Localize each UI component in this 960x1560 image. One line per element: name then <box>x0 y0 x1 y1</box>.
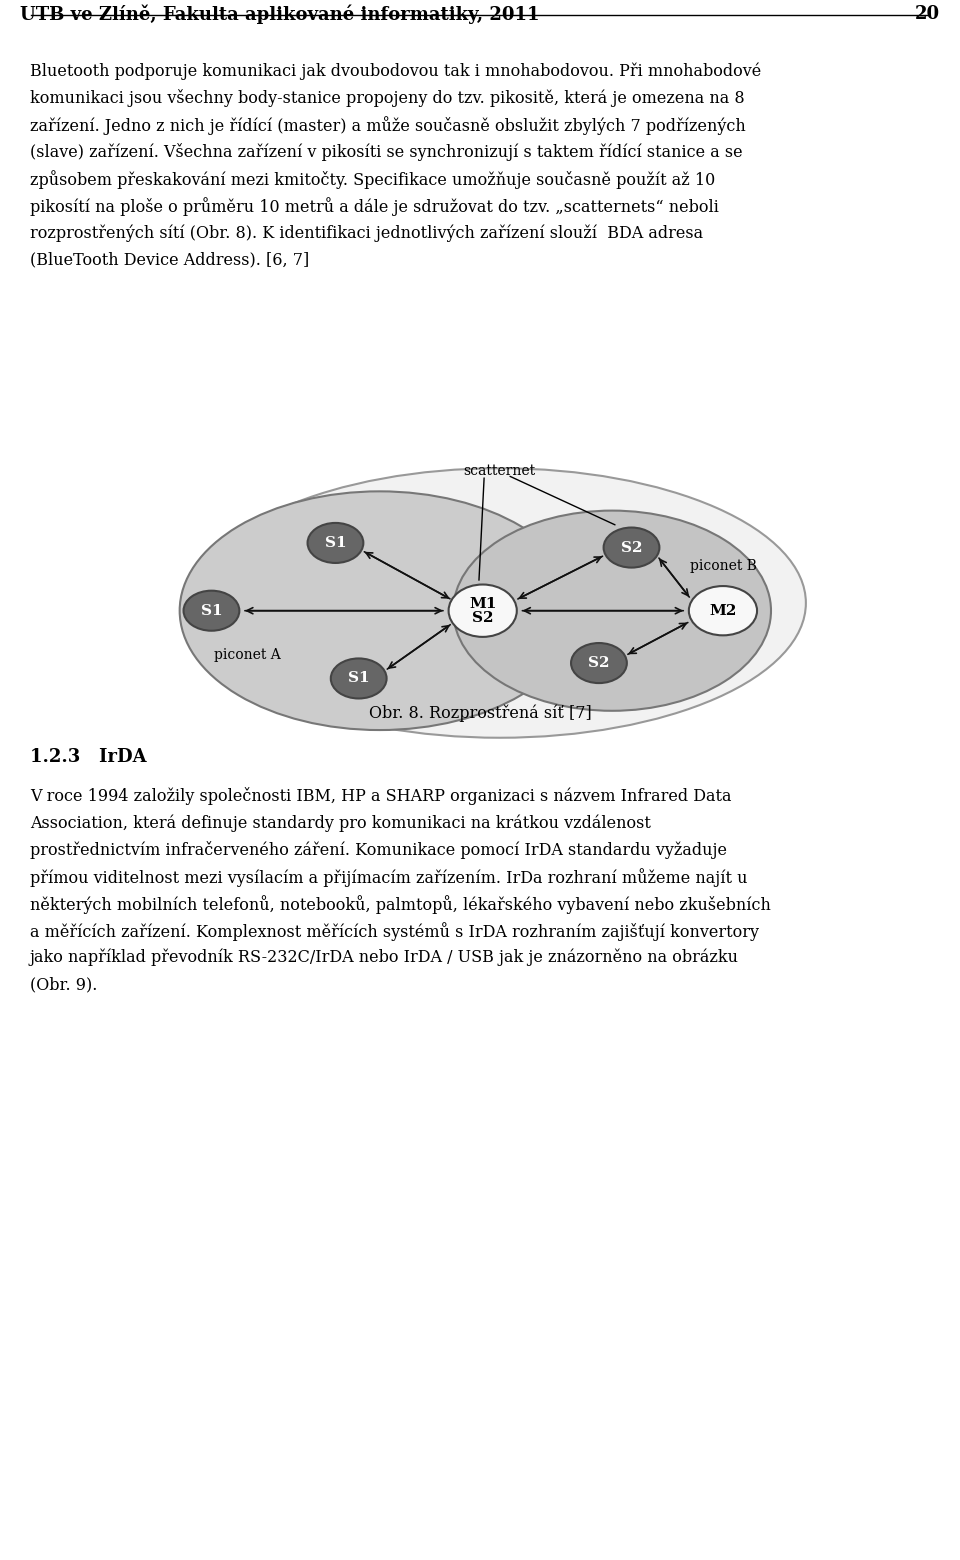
Text: UTB ve Zlíně, Fakulta aplikované informatiky, 2011: UTB ve Zlíně, Fakulta aplikované informa… <box>20 5 540 25</box>
Text: pikosítí na ploše o průměru 10 metrů a dále je sdružovat do tzv. „scatternets“ n: pikosítí na ploše o průměru 10 metrů a d… <box>30 197 719 215</box>
Ellipse shape <box>604 527 660 568</box>
Text: S2: S2 <box>621 541 642 554</box>
Text: scatternet: scatternet <box>464 463 536 477</box>
Text: S1: S1 <box>348 671 370 685</box>
Text: přímou viditelnost mezi vysílacím a přijímacím zařízením. IrDa rozhraní můžeme n: přímou viditelnost mezi vysílacím a přij… <box>30 867 748 888</box>
Text: S2: S2 <box>588 657 610 671</box>
Text: komunikaci jsou všechny body-stanice propojeny do tzv. pikositě, která je omezen: komunikaci jsou všechny body-stanice pro… <box>30 89 745 108</box>
Text: zařízení. Jedno z nich je řídící (master) a může současně obslužit zbylých 7 pod: zařízení. Jedno z nich je řídící (master… <box>30 115 746 134</box>
Text: (Obr. 9).: (Obr. 9). <box>30 977 97 994</box>
Text: 1.2.3   IrDA: 1.2.3 IrDA <box>30 747 147 766</box>
Text: S1: S1 <box>324 537 347 551</box>
Text: V roce 1994 založily společnosti IBM, HP a SHARP organizaci s názvem Infrared Da: V roce 1994 založily společnosti IBM, HP… <box>30 786 732 805</box>
Text: některých mobilních telefonů, notebooků, palmtopů, lékařského vybavení nebo zkuš: některých mobilních telefonů, notebooků,… <box>30 895 771 914</box>
Text: M2: M2 <box>709 604 736 618</box>
Ellipse shape <box>571 643 627 683</box>
Text: piconet B: piconet B <box>689 558 756 573</box>
Ellipse shape <box>180 491 580 730</box>
Text: S2: S2 <box>472 610 493 624</box>
Text: způsobem přeskakování mezi kmitočty. Specifikace umožňuje současně použít až 10: způsobem přeskakování mezi kmitočty. Spe… <box>30 170 715 189</box>
Text: jako například převodník RS-232C/IrDA nebo IrDA / USB jak je znázorněno na obráz: jako například převodník RS-232C/IrDA ne… <box>30 948 739 967</box>
Ellipse shape <box>448 585 516 636</box>
Ellipse shape <box>194 468 805 738</box>
Text: 20: 20 <box>915 5 940 23</box>
Ellipse shape <box>307 523 363 563</box>
Text: Association, která definuje standardy pro komunikaci na krátkou vzdálenost: Association, která definuje standardy pr… <box>30 814 651 831</box>
Text: M1: M1 <box>468 597 496 612</box>
Text: S1: S1 <box>201 604 223 618</box>
Ellipse shape <box>453 510 771 711</box>
Text: Obr. 8. Rozprostřená síť [7]: Obr. 8. Rozprostřená síť [7] <box>369 705 591 722</box>
Text: Bluetooth podporuje komunikaci jak dvoubodovou tak i mnohabodovou. Při mnohabodo: Bluetooth podporuje komunikaci jak dvoub… <box>30 62 761 80</box>
Ellipse shape <box>689 587 757 635</box>
Ellipse shape <box>331 658 387 699</box>
Text: piconet A: piconet A <box>214 649 281 663</box>
Text: rozprostřených sítí (Obr. 8). K identifikaci jednotlivých zařízení slouží  BDA a: rozprostřených sítí (Obr. 8). K identifi… <box>30 225 703 242</box>
Text: (BlueTooth Device Address). [6, 7]: (BlueTooth Device Address). [6, 7] <box>30 251 309 268</box>
Text: prostřednictvím infračerveného záření. Komunikace pomocí IrDA standardu vyžaduje: prostřednictvím infračerveného záření. K… <box>30 841 727 860</box>
Text: a měřících zařízení. Komplexnost měřících systémů s IrDA rozhraním zajišťují kon: a měřících zařízení. Komplexnost měřícíc… <box>30 922 759 941</box>
Ellipse shape <box>183 591 239 630</box>
Text: (slave) zařízení. Všechna zařízení v pikosíti se synchronizují s taktem řídící s: (slave) zařízení. Všechna zařízení v pik… <box>30 144 743 161</box>
